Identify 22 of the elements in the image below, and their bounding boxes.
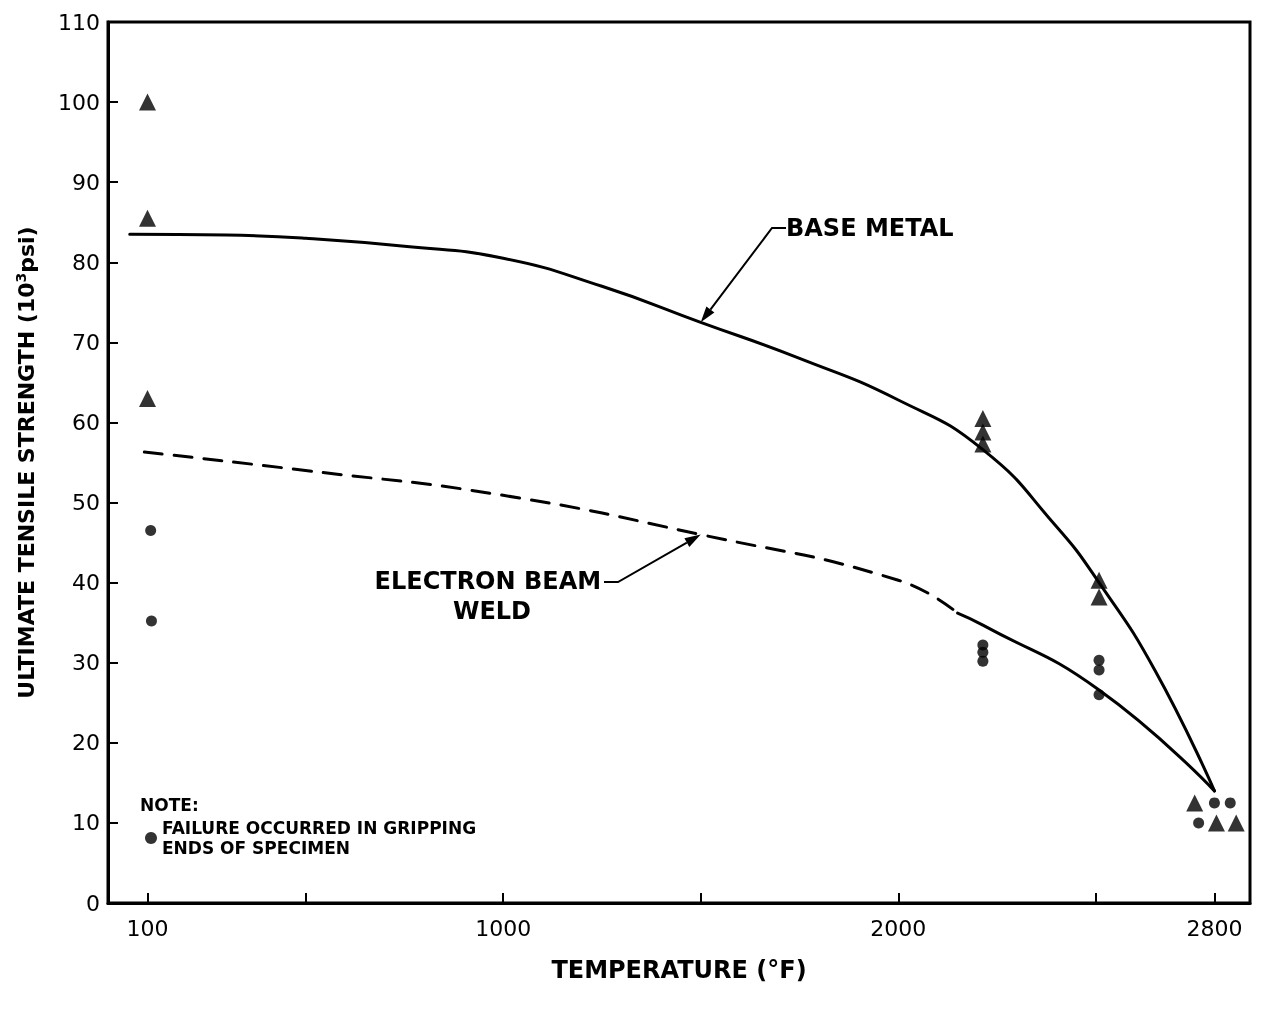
x-tick-label: 2800: [1186, 915, 1243, 941]
text: ELECTRON BEAM WELD: [374, 567, 610, 625]
y-axis-title: ULTIMATE TENSILE STRENGTH (103psi): [13, 226, 39, 699]
y-tick-label: 80: [72, 249, 100, 275]
legend-title: NOTE:: [140, 794, 199, 815]
y-tick-label: 50: [72, 490, 100, 516]
y-tick-label: 20: [72, 730, 100, 756]
y-tick-label: 30: [72, 650, 100, 676]
x-tick-label: 1000: [475, 915, 532, 941]
x-axis-title: TEMPERATURE (°F): [551, 956, 807, 984]
y-tick-label: 100: [58, 89, 100, 115]
y-tick-label: 90: [72, 169, 100, 195]
y-tick-label: 110: [58, 9, 100, 35]
y-tick-label: 60: [72, 409, 100, 435]
x-tick-label: 2000: [870, 915, 927, 941]
y-tick-label: 0: [86, 890, 100, 916]
x-tick-label: 100: [126, 915, 169, 941]
text: BASE METAL: [786, 214, 954, 242]
y-tick-label: 40: [72, 570, 100, 596]
y-tick-label: 70: [72, 329, 100, 355]
y-tick-label: 10: [72, 810, 100, 836]
legend-label: FAILURE OCCURRED IN GRIPPING ENDS OF SPECIMEN: [162, 818, 483, 858]
